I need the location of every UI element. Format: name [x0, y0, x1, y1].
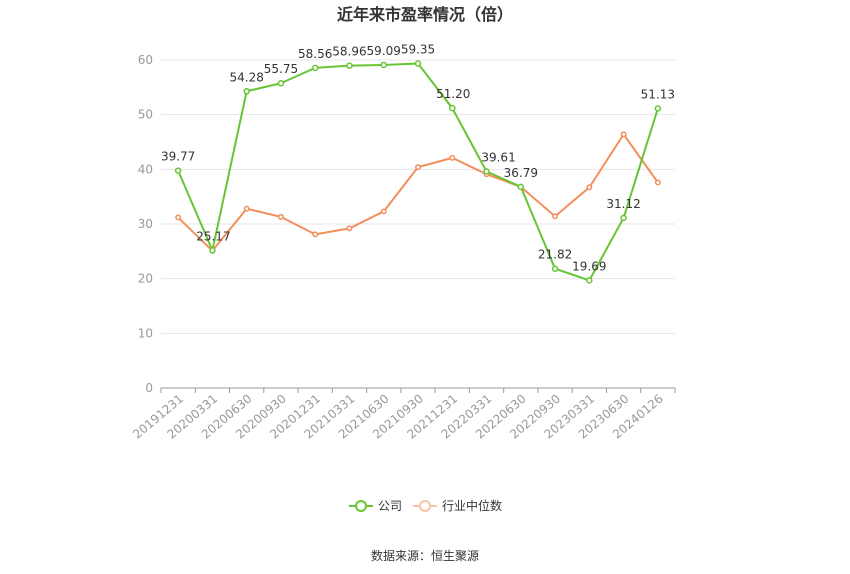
company-data-point[interactable] — [620, 214, 627, 222]
company-data-point[interactable] — [414, 60, 422, 67]
industry-data-point[interactable] — [380, 208, 387, 215]
industry-data-point[interactable] — [620, 131, 627, 138]
company-data-label: 59.35 — [401, 43, 435, 57]
company-data-label: 36.79 — [504, 166, 538, 180]
company-data-point[interactable] — [551, 265, 559, 272]
company-data-label: 51.13 — [641, 87, 675, 101]
industry-data-point[interactable] — [552, 213, 559, 220]
legend-industry-marker-icon — [419, 500, 431, 512]
y-tick-label: 0 — [145, 381, 153, 395]
legend-company-marker-icon — [355, 500, 367, 512]
company-data-label: 59.09 — [367, 44, 401, 58]
company-data-point[interactable] — [449, 104, 456, 112]
company-data-point[interactable] — [243, 88, 250, 95]
y-tick-label: 20 — [138, 272, 153, 286]
company-data-label: 19.69 — [572, 259, 606, 273]
company-data-label: 39.77 — [161, 150, 195, 164]
company-data-label: 21.82 — [538, 248, 572, 262]
industry-data-point[interactable] — [586, 184, 593, 191]
series-line-company — [177, 62, 659, 282]
company-data-point[interactable] — [517, 183, 525, 191]
company-data-point[interactable] — [654, 105, 662, 112]
company-data-label: 55.75 — [264, 62, 298, 76]
y-tick-label: 10 — [138, 326, 153, 340]
company-data-label: 58.56 — [298, 47, 332, 61]
legend-item-industry-median[interactable]: 行业中位数 — [413, 498, 502, 513]
industry-data-point[interactable] — [449, 154, 456, 161]
legend[interactable]: 公司 行业中位数 — [349, 498, 502, 513]
x-axis: 2019123120200331202006302020093020201231… — [130, 387, 676, 442]
company-data-point[interactable] — [483, 168, 490, 175]
industry-data-point[interactable] — [654, 179, 661, 186]
series-layer — [174, 60, 662, 284]
company-data-point[interactable] — [380, 61, 387, 69]
company-data-point[interactable] — [174, 167, 182, 174]
company-data-point[interactable] — [586, 277, 593, 284]
industry-data-point[interactable] — [175, 214, 182, 221]
data-source: 数据来源：恒生聚源 — [371, 548, 479, 563]
y-tick-label: 30 — [138, 217, 153, 231]
legend-item-company[interactable]: 公司 — [349, 499, 402, 513]
y-tick-label: 60 — [138, 53, 153, 67]
y-tick-label: 40 — [138, 162, 153, 176]
legend-industry-label: 行业中位数 — [442, 498, 502, 513]
company-data-label: 25.17 — [196, 229, 230, 243]
company-data-label: 39.61 — [481, 150, 515, 164]
industry-data-point[interactable] — [243, 205, 250, 212]
company-data-label: 54.28 — [229, 70, 263, 84]
company-data-label: 51.20 — [436, 87, 470, 101]
y-axis: 0 10 20 30 40 50 60 — [138, 53, 153, 395]
company-data-point[interactable] — [311, 64, 319, 72]
industry-data-point[interactable] — [415, 164, 421, 171]
company-data-label: 31.12 — [606, 197, 640, 211]
industry-data-point[interactable] — [346, 225, 353, 232]
company-data-point[interactable] — [346, 62, 353, 69]
company-data-label: 58.96 — [332, 45, 366, 59]
series-line-industry-median — [177, 132, 659, 253]
industry-data-point[interactable] — [312, 231, 319, 238]
legend-company-label: 公司 — [378, 499, 402, 513]
grid-lines — [161, 59, 675, 334]
industry-data-point[interactable] — [277, 213, 284, 220]
company-data-point[interactable] — [209, 247, 216, 254]
y-tick-label: 50 — [138, 108, 153, 122]
company-data-point[interactable] — [277, 79, 285, 87]
chart-title: 近年来市盈率情况（倍） — [337, 5, 513, 24]
